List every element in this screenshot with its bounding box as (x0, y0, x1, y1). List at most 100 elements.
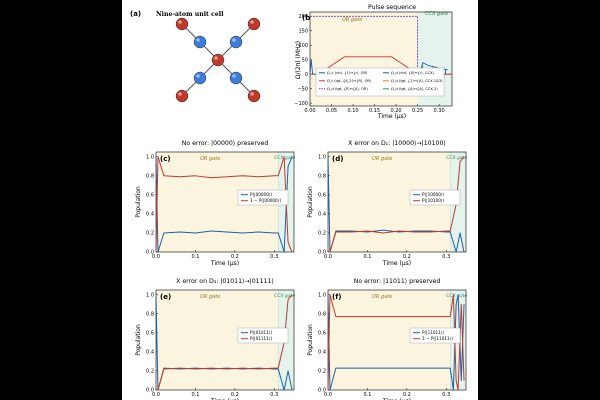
x-tick-label: 0.15 (369, 108, 380, 114)
population-ylabel: Population (307, 324, 314, 356)
y-tick-label: 100 (298, 43, 308, 49)
ccx-gate-label: CCX gate (446, 155, 467, 161)
legend-box (315, 67, 445, 97)
population-series-line (156, 294, 293, 391)
atom (229, 71, 243, 85)
y-tick-label: −100 (294, 101, 308, 107)
y-tick-label: 200 (298, 14, 308, 20)
population-ylabel: Population (307, 186, 314, 218)
atom (175, 89, 189, 103)
legend-entry: P(|11011⟩) (422, 330, 445, 335)
x-tick-label: 0.2 (231, 392, 239, 398)
legend-entry: Ω_d (tgt, {A⟩↔{A⟩, CCX 2) (391, 87, 438, 91)
y-tick-label: 0.6 (318, 331, 326, 337)
atom-highlight (250, 20, 254, 24)
panel-b-label: (b) (302, 14, 313, 22)
panel-title: X error on D₁: |10000⟩→|10100⟩ (348, 140, 446, 147)
legend-entry: Ω_d (tgt, {P⟩↔{A⟩, OR) (327, 87, 368, 91)
atom (247, 17, 261, 31)
population-series-line (327, 294, 465, 391)
panel-a: (a) Nine-atom unit cell (130, 10, 261, 103)
atom-highlight (196, 74, 200, 78)
panel-a-label: (a) (130, 10, 141, 18)
time-xlabel: Time (μs) (210, 398, 239, 400)
panel-frame (327, 289, 467, 391)
x-tick-label: 0.0 (324, 392, 332, 398)
panel-b-ccx-label: CCX gate (425, 11, 448, 17)
y-tick-label: 0.2 (318, 231, 326, 237)
x-tick-label: 0.1 (363, 392, 371, 398)
y-tick-label: 1.0 (318, 154, 326, 160)
y-tick-label: 0.4 (318, 350, 326, 356)
atom-highlight (196, 38, 200, 42)
atom-highlight (178, 20, 182, 24)
panel-frame (327, 151, 467, 253)
x-tick-label: 0.0 (152, 392, 160, 398)
panel-b-title: Pulse sequence (368, 4, 416, 11)
population-series-line (155, 156, 293, 253)
x-tick-label: 0.0 (324, 254, 332, 260)
x-tick-label: 0.0 (152, 254, 160, 260)
atom-highlight (178, 92, 182, 96)
x-tick-label: 0.20 (390, 108, 401, 114)
y-tick-label: 0.8 (318, 312, 326, 318)
population-ylabel: Population (135, 324, 142, 356)
time-xlabel: Time (μs) (382, 398, 411, 400)
panel-c: No error: |00000⟩ preserved OR gate CCX ga… (135, 140, 295, 267)
legend-entry: P(|01111⟩) (250, 336, 273, 341)
x-tick-label: 0.10 (347, 108, 358, 114)
x-tick-label: 0.1 (363, 254, 371, 260)
atom (175, 17, 189, 31)
population-series-line (328, 156, 465, 253)
legend-entry: P(|00000⟩) (250, 192, 273, 197)
population-series-line (155, 156, 293, 253)
panel-frame (155, 289, 295, 391)
panel-b-legend: Ω_c (ctrl, {1⟩↔{r⟩, OR) Ω_t (tgt, {A_2⟩↔{… (315, 67, 445, 97)
legend-box (409, 327, 461, 344)
panel-b-ylabel: Ω/(2π) (MHz) (295, 41, 302, 79)
x-tick-label: 0.1 (191, 392, 199, 398)
atom (211, 53, 225, 67)
legend-box (237, 327, 289, 344)
panel-b: (b) Pulse sequence OR gate CCX gate 0.00… (294, 4, 453, 120)
or-gate-label: OR gate (372, 294, 392, 300)
x-tick-label: 0.3 (442, 392, 450, 398)
panel-b-xlabel: Time (μs) (377, 113, 406, 120)
y-tick-label: 1.0 (146, 154, 154, 160)
atom-highlight (250, 92, 254, 96)
y-tick-label: 1.0 (146, 292, 154, 298)
y-tick-label: 0.0 (318, 250, 326, 256)
atom (229, 35, 243, 49)
legend-entry: Ω_d (tgt, {1⟩↔{A⟩, CCX 1&3) (391, 79, 443, 83)
panel-b-frame (309, 11, 453, 107)
x-tick-label: 0.3 (270, 254, 278, 260)
panel-title: No error: |00000⟩ preserved (182, 140, 269, 147)
ccx-gate-label: CCX gate (274, 293, 295, 299)
y-tick-label: 0.0 (318, 388, 326, 394)
panel-label: (d) (332, 155, 343, 163)
y-tick-label: 0.0 (146, 388, 154, 394)
y-tick-label: −50 (297, 86, 308, 92)
x-tick-label: 0.2 (403, 392, 411, 398)
panel-label: (c) (160, 155, 171, 163)
panel-label: (e) (160, 293, 171, 301)
lattice-diagram (175, 17, 261, 103)
panel-d: X error on D₁: |10000⟩→|10100⟩ OR gate CCX… (307, 140, 467, 267)
y-tick-label: 0.8 (146, 312, 154, 318)
x-tick-label: 0.3 (442, 254, 450, 260)
ccx-gate-label: CCX gate (446, 293, 467, 299)
panel-f: No error: |11011⟩ preserved OR gate CCX ga… (307, 278, 467, 400)
or-gate-label: OR gate (200, 294, 220, 300)
atom (247, 89, 261, 103)
y-tick-label: 0 (305, 72, 308, 78)
x-tick-label: 0.00 (304, 108, 315, 114)
or-gate-label: OR gate (200, 156, 220, 162)
atom-highlight (214, 56, 218, 60)
panel-e: X error on D₃: |01011⟩→|01111⟩ OR gate CCX… (135, 278, 295, 400)
legend-entry: Ω_d (ctrl, {0⟩↔{r⟩, CCX) (391, 71, 434, 75)
x-tick-label: 0.2 (231, 254, 239, 260)
atom (193, 71, 207, 85)
time-xlabel: Time (μs) (210, 260, 239, 267)
panel-label: (f) (332, 293, 341, 301)
y-tick-label: 0.4 (318, 212, 326, 218)
